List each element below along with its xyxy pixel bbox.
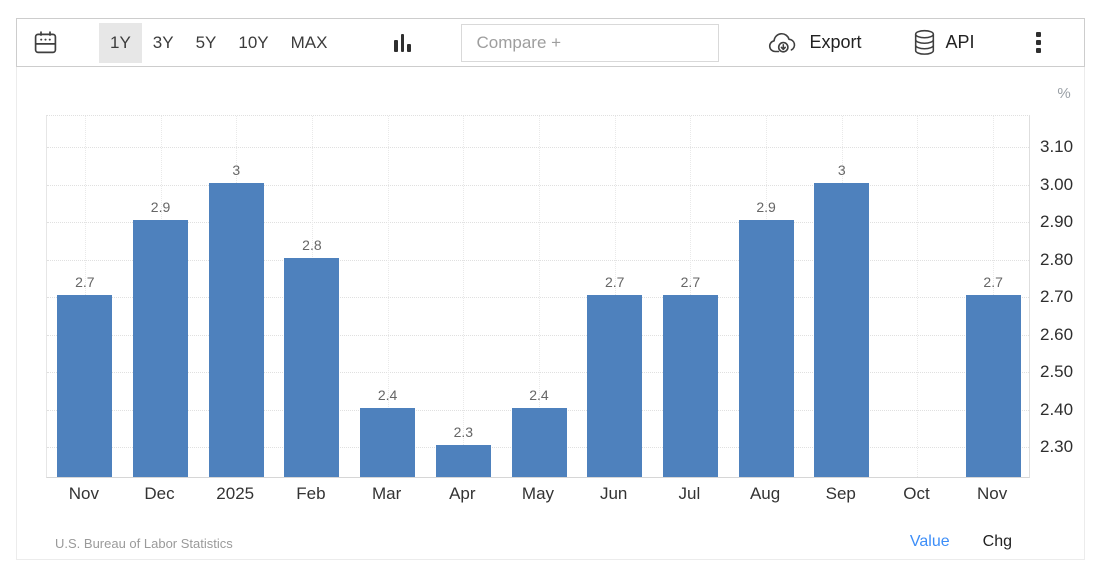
x-axis-label-nov: Nov [977, 484, 1008, 503]
bar-mar[interactable] [360, 407, 416, 477]
y-gridline [47, 297, 1029, 299]
bar-data-label: 2.7 [604, 274, 625, 291]
range-button-max[interactable]: MAX [280, 23, 339, 63]
y-axis-unit-label: % [1057, 85, 1071, 102]
bar-data-label: 2.8 [302, 236, 322, 253]
bar-jun[interactable] [587, 295, 643, 477]
kebab-menu-icon [1036, 32, 1041, 53]
bar-data-label: 3 [837, 161, 846, 178]
bar-2025[interactable] [208, 182, 264, 477]
compare-input[interactable] [461, 23, 720, 62]
api-label: API [945, 32, 975, 52]
bar-data-label: 2.7 [75, 274, 95, 291]
bar-sep[interactable] [814, 182, 870, 477]
y-tick-label: 3.00 [1040, 174, 1074, 194]
bar-nov[interactable] [57, 295, 113, 477]
x-axis-label-mar: Mar [371, 484, 402, 503]
y-gridline [47, 259, 1029, 261]
bar-nov[interactable] [965, 295, 1021, 477]
database-icon [912, 29, 937, 56]
bar-data-label: 2.3 [453, 424, 474, 441]
y-tick-label: 2.90 [1040, 212, 1074, 232]
api-button[interactable]: API [912, 29, 975, 56]
bar-feb[interactable] [284, 257, 340, 477]
x-axis-label-sep: Sep [825, 484, 856, 503]
cloud-download-icon [767, 31, 800, 55]
y-gridline [47, 222, 1029, 224]
bar-data-label: 2.4 [529, 386, 549, 403]
chart-type-button[interactable] [393, 33, 411, 52]
y-tick-label: 2.70 [1040, 287, 1074, 307]
x-gridline [917, 116, 919, 477]
legend: Value Chg [910, 533, 1012, 551]
y-gridline [47, 334, 1029, 336]
bar-aug[interactable] [738, 220, 794, 477]
bar-data-label: 3 [232, 161, 241, 178]
bar-jul[interactable] [662, 295, 718, 477]
column-chart-icon [394, 33, 411, 52]
bar-data-label: 2.4 [377, 386, 398, 403]
x-axis-label-feb: Feb [296, 484, 326, 503]
range-button-1y[interactable]: 1Y [99, 22, 142, 63]
bar-dec[interactable] [133, 220, 189, 477]
export-button[interactable]: Export [767, 31, 862, 55]
range-button-5y[interactable]: 5Y [185, 23, 228, 63]
x-axis-label-nov: Nov [68, 484, 99, 503]
bar-apr[interactable] [435, 445, 491, 477]
x-gridline [539, 116, 540, 477]
legend-item-value[interactable]: Value [909, 533, 950, 550]
bar-data-label: 2.9 [756, 199, 776, 216]
legend-item-chg[interactable]: Chg [982, 533, 1012, 550]
export-label: Export [809, 32, 862, 52]
range-selector: 1Y 3Y 5Y 10Y MAX [99, 19, 338, 66]
bar-chart-plot-area: 2.7 2.9 3 2.8 2.4 2.3 2.4 2.7 2.7 2.9 3 2.7 [46, 115, 1030, 478]
bar-data-label: 2.7 [983, 274, 1003, 291]
x-axis-label-2025: 2025 [216, 484, 255, 503]
x-axis-label-jun: Jun [599, 484, 628, 503]
x-axis-label-oct: Oct [903, 484, 930, 503]
source-attribution: U.S. Bureau of Labor Statistics [55, 536, 233, 551]
y-tick-label: 3.10 [1040, 137, 1074, 157]
range-button-3y[interactable]: 3Y [142, 23, 185, 63]
more-options-button[interactable] [1029, 32, 1049, 53]
x-gridline [463, 116, 465, 477]
x-axis-label-dec: Dec [144, 484, 175, 503]
y-gridline [47, 372, 1029, 374]
x-axis-label-aug: Aug [749, 484, 781, 503]
y-tick-label: 2.40 [1040, 399, 1074, 419]
bar-may[interactable] [511, 407, 567, 477]
y-tick-label: 2.30 [1040, 437, 1074, 457]
x-axis-label-jul: Jul [678, 484, 701, 503]
bar-data-label: 2.9 [150, 199, 171, 216]
y-gridline [47, 147, 1029, 149]
x-gridline [387, 116, 389, 477]
y-gridline [47, 184, 1029, 186]
calendar-button[interactable] [31, 29, 59, 57]
x-axis-label-may: May [521, 484, 555, 503]
range-button-10y[interactable]: 10Y [227, 23, 279, 63]
bar-data-label: 2.7 [680, 274, 701, 291]
x-axis-label-apr: Apr [449, 484, 476, 503]
y-tick-label: 2.80 [1040, 249, 1074, 269]
calendar-icon [32, 29, 59, 56]
y-tick-label: 2.60 [1040, 324, 1074, 344]
y-tick-label: 2.50 [1040, 362, 1074, 382]
